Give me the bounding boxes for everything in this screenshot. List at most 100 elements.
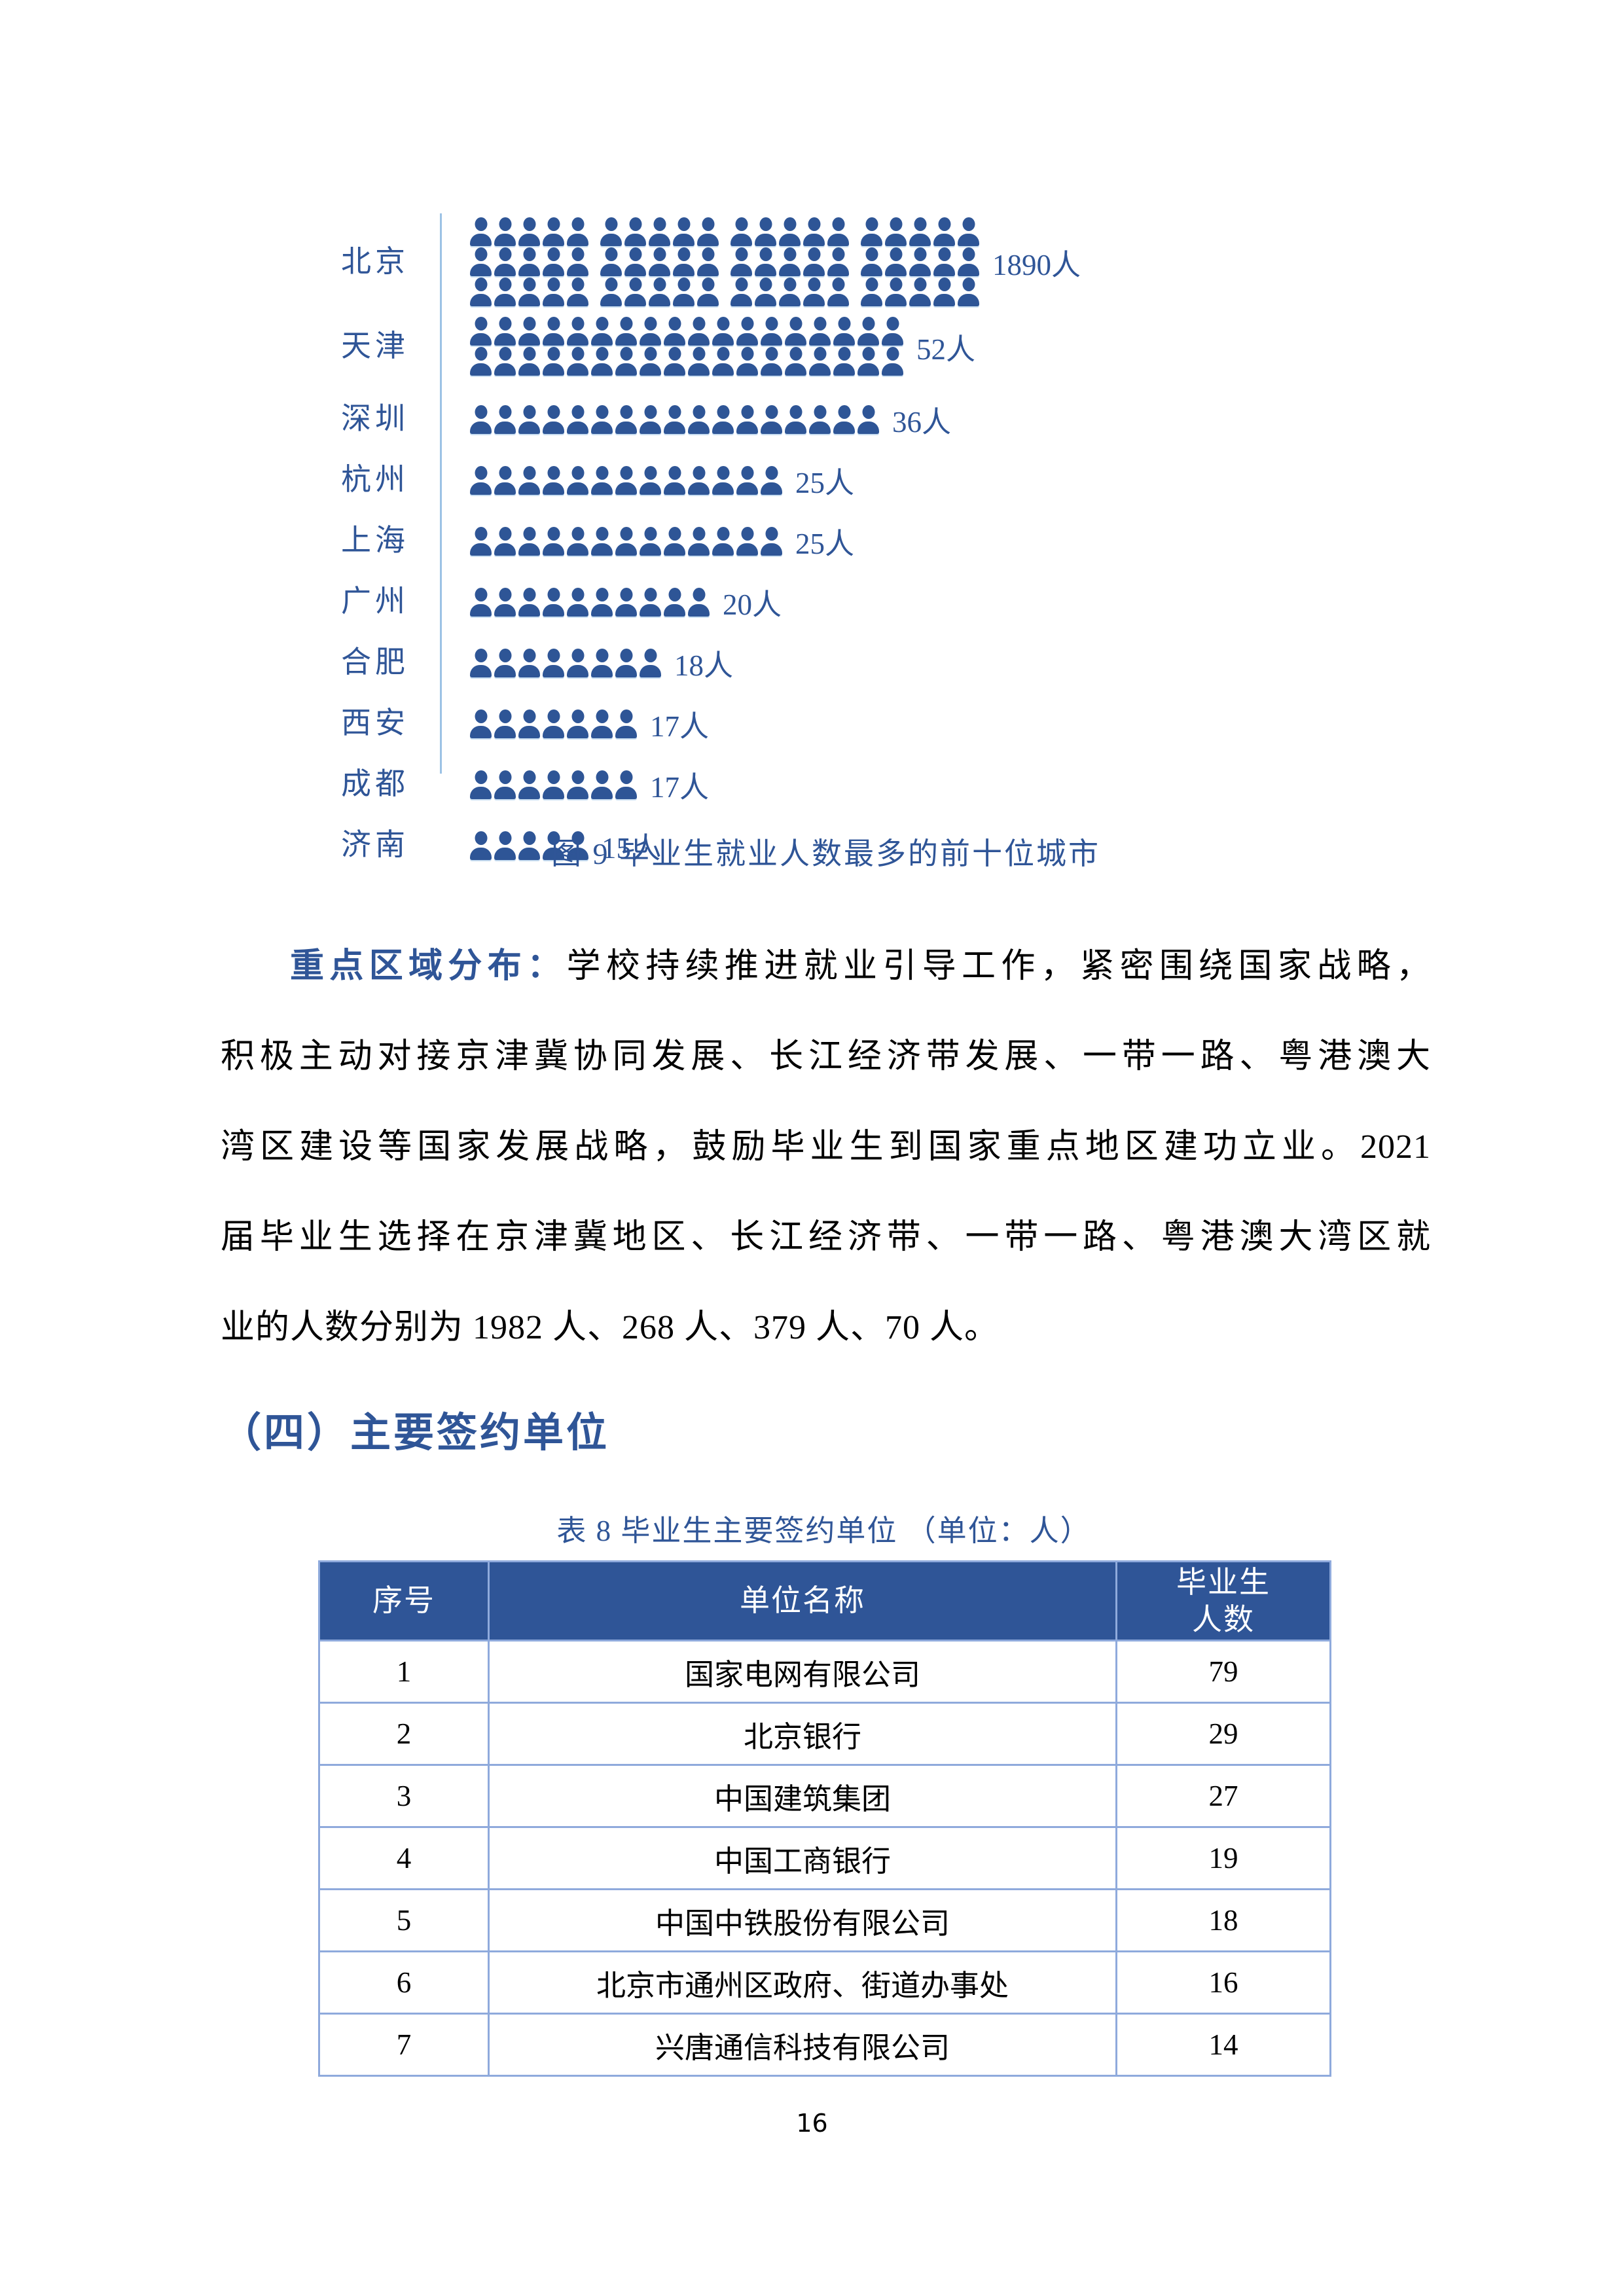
person-icon [731, 247, 752, 276]
table-cell: 7 [318, 2013, 490, 2077]
person-icon [673, 217, 695, 246]
city-label: 成都 [341, 767, 409, 801]
person-icon [640, 466, 661, 495]
person-icon [958, 278, 979, 306]
count-label: 17人 [650, 771, 710, 804]
person-icon [857, 347, 879, 376]
person-icon [518, 588, 540, 617]
person-icon [712, 527, 734, 556]
person-icon [543, 831, 564, 860]
person-icon [688, 588, 710, 617]
person-icon [664, 588, 685, 617]
person-icon [494, 527, 516, 556]
person-icon [664, 347, 685, 376]
pictogram-chart: 北京 1890人 天津 52人 深圳 36人 杭州 25人 上海 25人 广州 20人 合肥 18人 西安 1… [331, 213, 1443, 867]
person-icon [688, 405, 710, 434]
person-icon [600, 247, 622, 276]
person-icon [882, 317, 903, 346]
person-icon [688, 317, 710, 346]
person-icon [567, 217, 588, 246]
person-icon [470, 831, 492, 860]
person-icon [494, 405, 516, 434]
table-header-cell: 毕业生 人数 [1115, 1560, 1331, 1641]
icon-line [470, 347, 903, 376]
table-cell: 19 [1115, 1826, 1331, 1890]
person-icon [518, 466, 540, 495]
person-icon [567, 466, 588, 495]
signing-units-table: 序号 单位名称 毕业生 人数 1 国家电网有限公司 79 2 北京银行 29 3 中国建筑集团 27 4… [318, 1560, 1331, 2077]
count-label: 25人 [795, 528, 855, 560]
table-cell: 5 [318, 1888, 490, 1952]
person-icon [591, 405, 613, 434]
table-cell: 1 [318, 1640, 490, 1704]
city-label: 合肥 [341, 645, 409, 679]
person-icon [543, 466, 564, 495]
person-icon [736, 405, 758, 434]
count-label: 52人 [916, 332, 976, 366]
person-icon [833, 405, 855, 434]
table-cell: 中国建筑集团 [488, 1764, 1117, 1828]
person-icon [543, 649, 564, 677]
table-cell: 16 [1115, 1950, 1331, 2015]
person-icon [809, 317, 831, 346]
table-cell: 北京市通州区政府、街道办事处 [488, 1950, 1117, 2015]
icon-line [470, 649, 661, 677]
person-icon [712, 317, 734, 346]
person-icon [803, 278, 825, 306]
icon-rows [470, 649, 661, 677]
person-icon [885, 278, 907, 306]
icon-line [470, 247, 979, 276]
icon-line [470, 527, 782, 556]
icon-rows [470, 317, 903, 376]
person-icon [494, 347, 516, 376]
person-icon [857, 405, 879, 434]
paragraph-line: 湾区建设等国家发展战略，鼓励毕业生到国家重点地区建功立业。2021 [221, 1128, 1431, 1166]
person-icon [600, 217, 622, 246]
person-icon [543, 770, 564, 799]
person-icon [712, 347, 734, 376]
person-icon [543, 709, 564, 738]
person-icon [736, 466, 758, 495]
person-icon [567, 405, 588, 434]
section-heading: （四）主要签约单位 [221, 1411, 610, 1456]
person-icon [755, 247, 776, 276]
person-icon [649, 278, 670, 306]
person-icon [697, 278, 719, 306]
person-icon [518, 278, 540, 306]
icon-rows [470, 527, 782, 556]
person-icon [827, 217, 849, 246]
person-icon [470, 649, 492, 677]
paragraph-line: 业的人数分别为 1982 人、268 人、379 人、70 人。 [221, 1309, 1000, 1346]
table-cell: 中国中铁股份有限公司 [488, 1888, 1117, 1952]
person-icon [761, 466, 782, 495]
chart-row: 西安 17人 [331, 702, 1443, 745]
person-icon [755, 217, 776, 246]
person-icon [470, 347, 492, 376]
table-row: 5 中国中铁股份有限公司 18 [318, 1888, 1331, 1952]
chart-row: 深圳 36人 [331, 398, 1443, 440]
city-label: 杭州 [341, 463, 409, 497]
person-icon [543, 278, 564, 306]
icon-rows [470, 709, 637, 738]
person-icon [640, 649, 661, 677]
person-icon [567, 347, 588, 376]
person-icon [664, 466, 685, 495]
person-icon [640, 527, 661, 556]
person-icon [731, 217, 752, 246]
person-icon [567, 527, 588, 556]
table-header-text: 人数 [1192, 1603, 1255, 1636]
person-icon [624, 278, 646, 306]
table-cell: 79 [1115, 1640, 1331, 1704]
person-icon [755, 278, 776, 306]
city-label: 天津 [341, 329, 409, 363]
icon-line [470, 709, 637, 738]
person-icon [673, 278, 695, 306]
table-title: 表 8 毕业生主要签约单位 （单位：人） [556, 1515, 1091, 1547]
person-icon [688, 347, 710, 376]
person-icon [518, 247, 540, 276]
person-icon [567, 278, 588, 306]
person-icon [567, 649, 588, 677]
chart-row: 杭州 25人 [331, 459, 1443, 501]
person-icon [712, 405, 734, 434]
